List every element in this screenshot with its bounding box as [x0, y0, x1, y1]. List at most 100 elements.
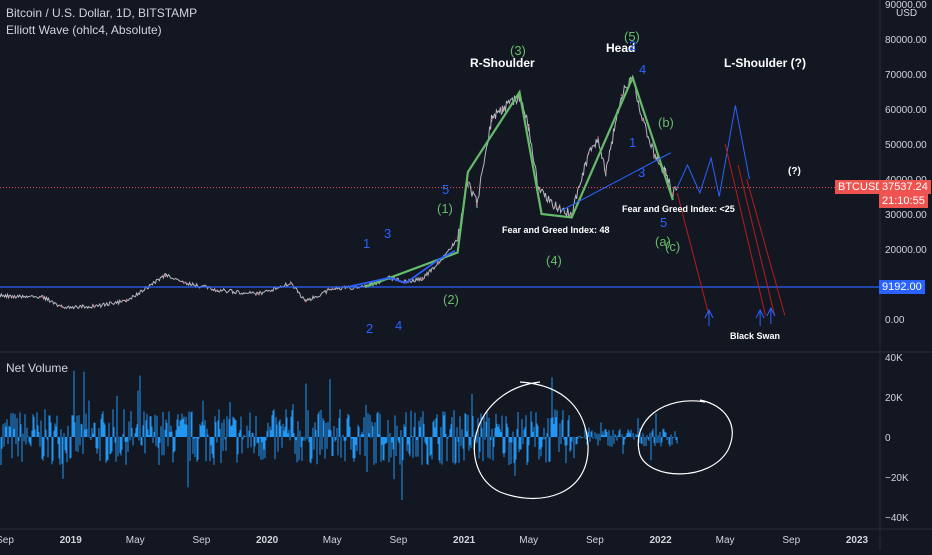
- annotation-head: Head: [606, 41, 635, 55]
- wave-label-wa: (a): [655, 234, 671, 249]
- time-tick-label: May: [323, 535, 342, 546]
- wave-label-h5: 5: [660, 215, 667, 230]
- wave-label-h2: 2: [629, 38, 636, 53]
- head-trend-line: [561, 152, 672, 211]
- wave-label-wb: (b): [658, 115, 674, 130]
- price-point: [527, 125, 530, 128]
- indicator-title[interactable]: Elliott Wave (ohlc4, Absolute): [6, 23, 162, 37]
- wave-label-s5: 5: [442, 182, 449, 197]
- annotation-fg25: Fear and Greed Index: <25: [622, 204, 735, 214]
- price-tick-label: 60000.00: [885, 105, 927, 116]
- price-point: [216, 289, 219, 291]
- price-tick-label: 80000.00: [885, 35, 927, 46]
- price-point: [125, 300, 128, 302]
- wave-label-s2: 2: [366, 321, 373, 336]
- currency-label: USD: [896, 8, 917, 19]
- price-point: [41, 296, 44, 298]
- wave-label-h3: 3: [638, 165, 645, 180]
- elliott-primary-wave: [364, 74, 674, 289]
- wave-label-s1: 1: [363, 236, 370, 251]
- volume-tick-label: 40K: [885, 353, 903, 364]
- time-tick-label: Sep: [782, 535, 800, 546]
- time-tick-label: 2021: [453, 535, 476, 546]
- annotation-l-shoulder: L-Shoulder (?): [724, 56, 806, 70]
- volume-tick-label: −20K: [885, 473, 909, 484]
- price-point: [653, 153, 655, 156]
- time-tick-label: Sep: [0, 535, 14, 546]
- price-point: [290, 282, 292, 285]
- price-point: [641, 118, 644, 121]
- price-point: [60, 306, 63, 308]
- wave-label-s3: 3: [384, 226, 391, 241]
- price-point: [456, 237, 459, 240]
- price-point: [11, 295, 14, 298]
- elliott-sub-wave: [348, 250, 456, 288]
- time-tick-label: 2023: [846, 535, 869, 546]
- projection-red-line: [746, 178, 786, 316]
- time-tick-label: 2019: [60, 535, 83, 546]
- wave-label-w2: (2): [443, 292, 459, 307]
- price-point: [257, 293, 259, 295]
- countdown-badge: 21:10:55: [879, 194, 928, 208]
- black-swan-arrow: [766, 306, 776, 324]
- annotation-labels: R-Shoulder Head L-Shoulder (?) (?) Fear and …: [363, 29, 806, 341]
- symbol-title[interactable]: Bitcoin / U.S. Dollar, 1D, BITSTAMP: [6, 6, 198, 20]
- projection-red-line: [676, 192, 710, 316]
- price-tick-label: 90000.00: [885, 0, 927, 11]
- price-point: [421, 278, 423, 280]
- price-tick-label: 30000.00: [885, 210, 927, 221]
- wave-label-w5: (5): [624, 29, 640, 44]
- price-tick-label: 70000.00: [885, 70, 927, 81]
- wave-label-w1: (1): [437, 201, 453, 216]
- net-volume-series: [0, 370, 678, 500]
- price-point: [604, 171, 607, 173]
- volume-tick-label: −40K: [885, 513, 909, 524]
- price-point: [664, 171, 667, 173]
- wave-label-h1: 1: [629, 135, 636, 150]
- axes: 90000.00 80000.00 70000.00 60000.00 50000.00…: [0, 0, 927, 546]
- annotation-fg48: Fear and Greed Index: 48: [502, 225, 610, 235]
- volume-circle-1: [473, 381, 589, 499]
- hline-price-badge: 9192.00: [879, 280, 925, 294]
- price-tick-label: 0.00: [885, 315, 905, 326]
- price-point: [490, 118, 493, 121]
- net-volume-title[interactable]: Net Volume: [6, 361, 69, 375]
- annotation-r-shoulder: R-Shoulder: [470, 56, 535, 70]
- price-point: [476, 202, 478, 205]
- volume-tick-label: 20K: [885, 393, 903, 404]
- annotation-q-mark: (?): [788, 166, 801, 177]
- price-point: [555, 206, 558, 208]
- price-point: [587, 153, 590, 156]
- price-point: [620, 94, 623, 96]
- black-swan-arrow: [755, 308, 765, 326]
- time-tick-label: 2022: [649, 535, 672, 546]
- wave-label-h4: 4: [639, 62, 646, 77]
- drawing-overlays: [0, 74, 880, 499]
- net-volume-bars: [0, 370, 678, 500]
- black-swan-arrow: [704, 308, 714, 326]
- time-tick-label: May: [716, 535, 735, 546]
- time-tick-label: Sep: [586, 535, 604, 546]
- projection-path: [676, 105, 750, 197]
- price-point: [672, 192, 674, 194]
- price-point: [597, 136, 599, 138]
- time-tick-label: May: [126, 535, 145, 546]
- price-point: [501, 108, 504, 110]
- price-tick-label: 20000.00: [885, 245, 927, 256]
- time-tick-label: Sep: [390, 535, 408, 546]
- last-price-badge: 37537.24: [879, 180, 931, 194]
- projection-red-line: [737, 164, 776, 316]
- volume-circle-2: [637, 399, 733, 475]
- price-point: [331, 287, 334, 290]
- price-point: [305, 300, 307, 303]
- annotation-black-swan: Black Swan: [730, 331, 780, 341]
- wave-label-wc: (c): [665, 239, 680, 254]
- time-tick-label: May: [519, 535, 538, 546]
- price-point: [184, 281, 186, 284]
- time-tick-label: Sep: [193, 535, 211, 546]
- price-point: [438, 262, 440, 264]
